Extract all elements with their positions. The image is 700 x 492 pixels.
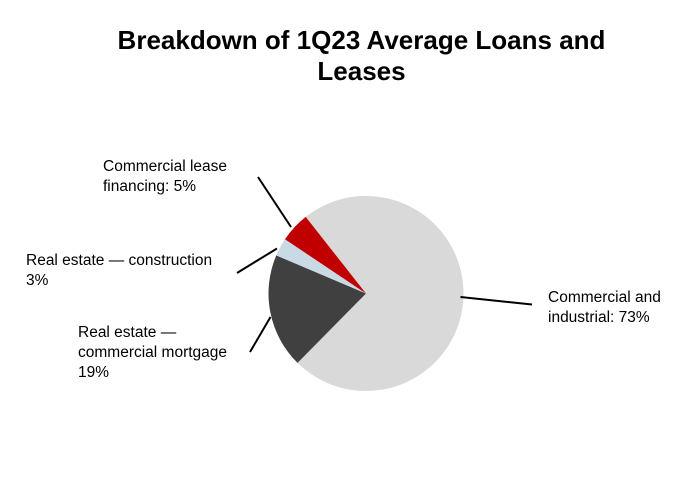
callout-line: Real estate — (78, 324, 177, 341)
leader-line-real-estate-construction (236, 247, 278, 274)
pie-slice-commercial-lease-financing (284, 216, 366, 294)
callout-line: Commercial lease (103, 158, 228, 175)
callout-line: financing: 5% (103, 178, 197, 195)
callout-commercial-and-industrial: Commercial and industrial: 73% (548, 288, 661, 328)
pie-slice-real-estate-construction (276, 239, 366, 294)
chart-title: Breakdown of 1Q23 Average Loans and Leas… (117, 25, 606, 86)
pie-slice-real-estate-commercial-mortgage (268, 255, 366, 363)
callout-line: 19% (78, 364, 110, 381)
callout-line: Real estate — construction (26, 252, 213, 269)
callout-commercial-lease-financing: Commercial lease financing: 5% (103, 157, 227, 197)
pie-slice-commercial-and-industrial (297, 196, 464, 392)
leader-line-real-estate-commercial-mortgage (249, 316, 272, 353)
callout-real-estate-construction: Real estate — construction 3% (26, 251, 212, 291)
callout-line: commercial mortgage (78, 344, 228, 361)
callout-real-estate-commercial-mortgage: Real estate — commercial mortgage 19% (78, 323, 227, 383)
leader-line-commercial-and-industrial (460, 296, 533, 306)
callout-line: Commercial and (548, 289, 661, 306)
leader-line-commercial-lease-financing (257, 176, 292, 228)
callout-line: industrial: 73% (548, 309, 650, 326)
callout-line: 3% (26, 272, 49, 289)
